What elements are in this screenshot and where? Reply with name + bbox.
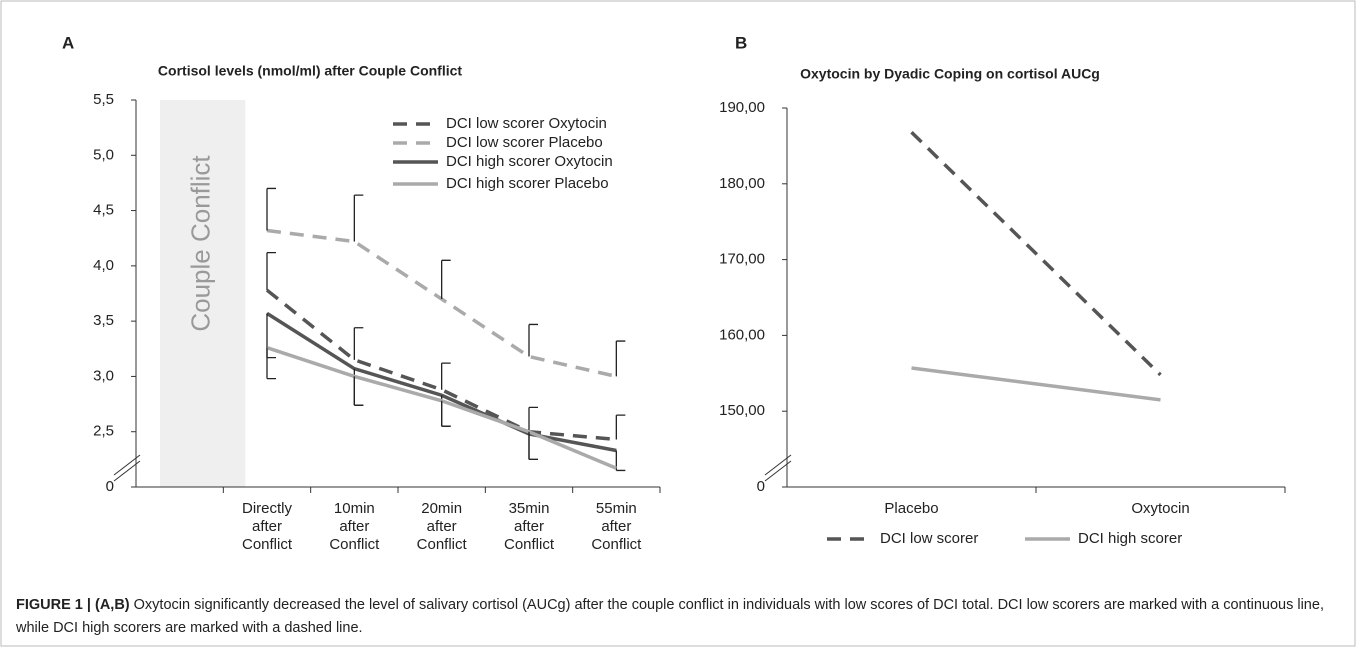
x-tick-line: Conflict [504,536,555,553]
x-tick-label: Oxytocin [1131,500,1189,517]
error-bar [353,368,364,406]
y-tick-label: 3,5 [93,312,114,329]
y-tick-label: 4,5 [93,202,114,219]
y-tick-label: 3,0 [93,367,114,384]
x-tick-line: 20min [421,500,462,517]
annotation: Couple Conflict [186,155,216,332]
series-line [266,346,618,470]
error-bar [353,194,364,242]
chart-title: Cortisol levels (nmol/ml) after Couple C… [158,63,462,79]
error-bar [266,187,276,231]
error-bar [266,347,276,380]
axis-break [764,460,792,482]
x-tick-line: after [427,518,457,535]
x-tick-line: after [339,518,369,535]
x-tick-label: Directly after Conflict [242,500,293,553]
series-line [911,366,1161,402]
axis-break [113,454,141,476]
caption-text: Oxytocin significantly decreased the lev… [16,597,1324,636]
axis-break [113,460,141,482]
x-tick-label: 35min after Conflict [504,500,555,553]
y-tick-label: 190,00 [719,99,765,116]
error-bar [441,400,451,427]
x-tick-line: Conflict [242,536,293,553]
error-bar [441,259,451,300]
x-tick-line: Conflict [329,536,380,553]
error-bar [353,327,364,360]
panel-label: B [735,33,747,52]
y-tick-label: 2,5 [93,423,114,440]
x-tick-line: after [252,518,282,535]
y-tick-label: 5,5 [93,91,114,108]
panel-label: A [62,33,74,52]
legend-label: DCI high scorer [1078,530,1182,547]
x-tick-label: 20min after Conflict [417,500,468,553]
error-bar [528,433,538,461]
x-tick-label: Placebo [884,500,938,517]
x-tick-line: 35min [509,500,550,517]
error-bar [528,406,538,432]
legend-label: DCI low scorer [880,530,978,547]
error-bar [528,431,538,461]
caption: FIGURE 1 | (A,B) Oxytocin significantly … [16,594,1336,640]
y-tick-label: 170,00 [719,251,765,268]
x-tick-line: Conflict [417,536,468,553]
y-tick-label: 4,0 [93,257,114,274]
y-tick-label: 160,00 [719,326,765,343]
series-line [266,228,617,379]
y-tick-label: 0 [757,478,765,495]
error-bar [615,450,626,472]
error-bar [353,376,364,406]
x-tick-label: 10min after Conflict [329,500,380,553]
series-line [910,131,1162,377]
y-tick-label: 180,00 [719,175,765,192]
annotation-region [160,100,246,487]
x-tick-line: after [601,518,631,535]
error-bar [266,251,276,291]
x-tick-line: 10min [334,500,375,517]
legend-label: DCI high scorer Oxytocin [446,153,613,170]
legend-label: DCI low scorer Oxytocin [446,115,607,132]
error-bar [441,362,451,390]
chart-title: Oxytocin by Dyadic Coping on cortisol AU… [800,66,1100,82]
series-line [265,288,617,442]
error-bar [615,414,626,440]
x-tick-line: after [514,518,544,535]
x-tick-line: Conflict [591,536,642,553]
y-tick-label: 0 [106,478,114,495]
y-tick-label: 150,00 [719,402,765,419]
x-tick-line: Directly [242,500,293,517]
axis-break [764,454,792,476]
caption-label: FIGURE 1 | (A,B) [16,597,130,613]
error-bar [528,323,538,357]
x-tick-line: 55min [596,500,637,517]
error-bar [615,340,626,377]
legend-label: DCI low scorer Placebo [446,134,603,151]
x-tick-label: 55min after Conflict [591,500,642,553]
legend-label: DCI high scorer Placebo [446,175,609,192]
y-tick-label: 5,0 [93,146,114,163]
